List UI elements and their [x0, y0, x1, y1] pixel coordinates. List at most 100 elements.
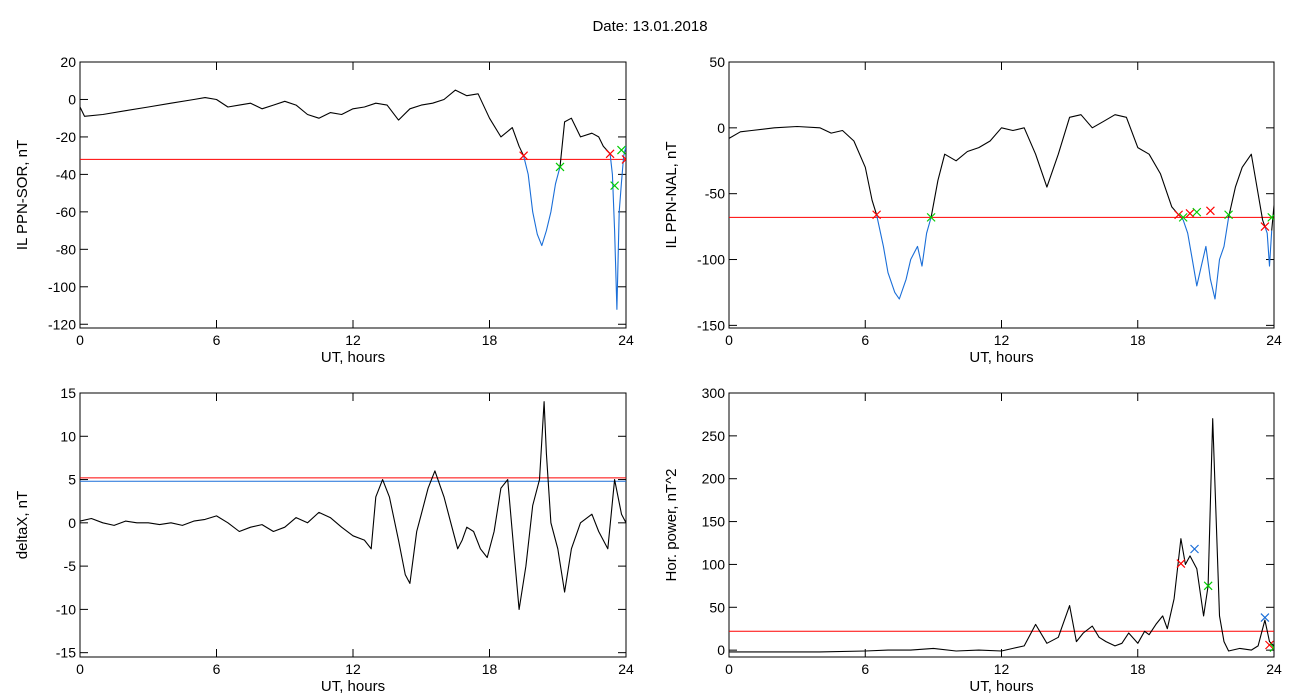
plot-area	[80, 401, 626, 610]
x-tick-label: 0	[76, 661, 84, 677]
series-line	[609, 145, 626, 310]
event-marker	[1178, 212, 1188, 222]
event-marker	[872, 210, 882, 220]
y-tick-label: -10	[56, 601, 76, 617]
series-line	[80, 89, 525, 156]
plot-frame	[79, 61, 627, 329]
series-line	[559, 117, 611, 167]
event-marker	[1190, 544, 1199, 554]
y-tick-label: 10	[60, 428, 76, 444]
y-tick-label: 200	[702, 471, 726, 487]
y-tick-label: 100	[702, 556, 726, 572]
x-tick-label: 24	[618, 661, 634, 677]
x-tick-label: 12	[345, 332, 361, 348]
y-tick-label: 300	[702, 385, 726, 401]
y-axis-label: IL PPN-NAL, nT	[663, 142, 680, 249]
event-marker	[1205, 206, 1215, 216]
x-tick-label: 0	[725, 661, 733, 677]
x-tick-label: 6	[861, 661, 869, 677]
y-axis-label: IL PPN-SOR, nT	[14, 140, 31, 250]
plot-frame	[79, 392, 627, 658]
x-axis-label: UT, hours	[969, 678, 1033, 695]
x-tick-label: 6	[213, 661, 221, 677]
event-marker	[1260, 222, 1270, 232]
event-marker	[1192, 207, 1202, 217]
event-marker	[605, 149, 615, 159]
x-axis-label: UT, hours	[321, 678, 385, 695]
event-marker	[926, 212, 936, 222]
series-line	[1271, 199, 1274, 231]
x-axis-label: UT, hours	[969, 349, 1033, 366]
event-marker	[1176, 559, 1186, 568]
x-tick-label: 6	[213, 332, 221, 348]
event-marker	[629, 154, 637, 162]
y-tick-label: 0	[68, 515, 76, 531]
y-tick-label: -20	[56, 129, 76, 145]
chart-panel-3: 0 6 12 18 24 15 10 5 0 -5 -10 -15 UT, hours deltaX, n…	[14, 385, 634, 695]
plot-area	[729, 114, 1274, 300]
event-marker	[1267, 212, 1274, 222]
event-marker	[621, 154, 626, 164]
series-line	[633, 118, 654, 208]
series-line	[523, 155, 561, 247]
y-tick-label: 0	[68, 91, 76, 107]
x-tick-label: 0	[725, 332, 733, 348]
event-marker	[617, 145, 626, 155]
y-tick-label: -100	[48, 279, 76, 295]
x-tick-label: 24	[1266, 661, 1282, 677]
y-tick-label: 250	[702, 428, 726, 444]
series-line	[1264, 226, 1273, 267]
y-tick-label: -150	[697, 317, 725, 333]
event-marker	[1265, 640, 1274, 650]
series-line	[876, 214, 932, 300]
y-tick-label: 0	[717, 642, 725, 658]
x-tick-label: 12	[994, 332, 1010, 348]
series-line	[930, 114, 1180, 218]
chart-panel-4: 0 6 12 18 24 300 250 200 150 100 50 0 UT, hours Hor. …	[663, 385, 1287, 695]
event-marker	[1224, 210, 1234, 220]
x-tick-label: 18	[1130, 661, 1146, 677]
plot-frame	[728, 392, 1275, 658]
y-tick-label: -40	[56, 166, 76, 182]
x-tick-label: 12	[994, 661, 1010, 677]
x-axis-label: UT, hours	[321, 349, 385, 366]
y-tick-label: 5	[68, 472, 76, 488]
y-tick-label: -80	[56, 241, 76, 257]
chart-panel-2: 0 6 12 18 24 50 0 -50 -100 -150 UT, hours IL PPN-NA…	[663, 54, 1282, 366]
y-tick-label: 50	[709, 599, 725, 615]
event-marker	[1269, 643, 1274, 652]
event-marker	[610, 181, 620, 191]
x-tick-label: 0	[76, 332, 84, 348]
x-tick-label: 18	[482, 661, 498, 677]
event-marker	[555, 162, 565, 172]
event-marker	[519, 151, 529, 161]
series-line	[1178, 214, 1230, 300]
series-line	[1228, 153, 1266, 227]
y-tick-label: -50	[705, 186, 725, 202]
plot-area	[80, 89, 654, 310]
y-tick-label: 20	[60, 54, 76, 70]
y-tick-label: -15	[56, 645, 76, 661]
y-tick-label: -60	[56, 204, 76, 220]
y-tick-label: -5	[64, 558, 77, 574]
y-axis-label: deltaX, nT	[14, 491, 31, 559]
y-tick-label: 50	[709, 54, 725, 70]
plot-area	[729, 418, 1287, 653]
series-line	[729, 125, 878, 215]
chart-panel-1: 0 6 12 18 24 20 0 -20 -40 -60 -80 -100 -120 UT, hours…	[14, 54, 654, 366]
x-tick-label: 18	[482, 332, 498, 348]
x-tick-label: 24	[1266, 332, 1282, 348]
y-tick-label: 150	[702, 514, 726, 530]
x-tick-label: 6	[861, 332, 869, 348]
y-tick-label: 15	[60, 385, 76, 401]
x-tick-label: 24	[618, 332, 634, 348]
y-tick-label: -120	[48, 316, 76, 332]
plot-frame	[728, 61, 1275, 329]
series-line	[729, 418, 1274, 653]
event-marker	[1260, 613, 1270, 622]
event-marker	[1185, 209, 1195, 218]
event-marker	[1279, 644, 1287, 652]
event-marker	[1203, 581, 1213, 591]
y-tick-label: -100	[697, 252, 725, 268]
